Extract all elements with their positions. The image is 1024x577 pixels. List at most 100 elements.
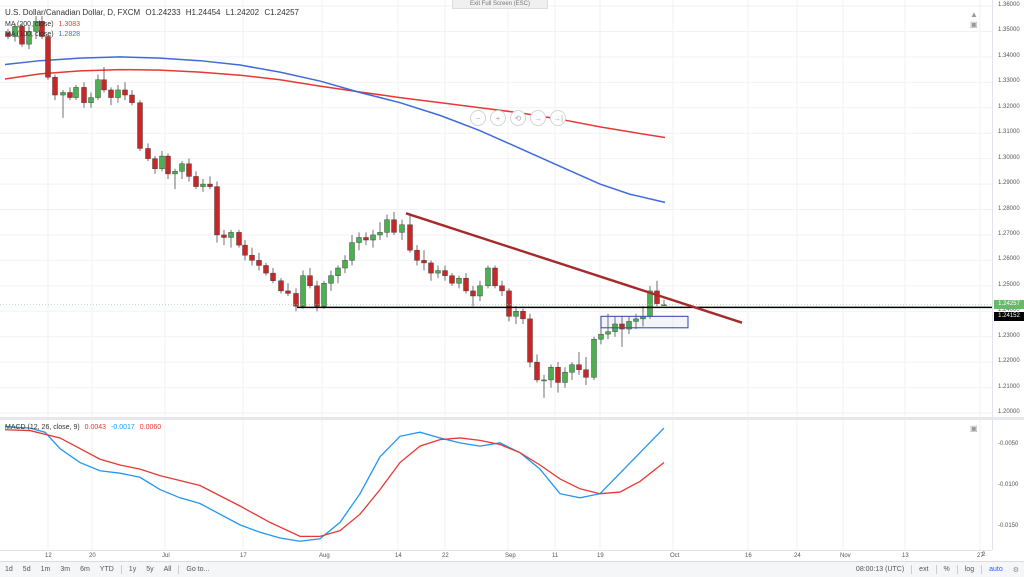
range-button[interactable]: 5y <box>146 566 154 573</box>
time-tick-label: 27 <box>977 553 984 559</box>
candle <box>541 374 547 398</box>
chart-nav-button[interactable]: ⟲ <box>510 110 526 126</box>
candle <box>399 219 405 241</box>
pane-collapse-icon[interactable]: ▲ <box>970 10 978 19</box>
time-tick-label: 17 <box>240 553 247 559</box>
candle <box>384 214 390 238</box>
range-button[interactable]: 1m <box>40 566 51 573</box>
candle-body <box>39 21 45 37</box>
macd-pane[interactable]: MACD (12, 26, close, 9) 0.0043 -0.0017 0… <box>0 420 992 550</box>
candle-body <box>321 283 327 307</box>
price-chart-pane[interactable]: U.S. Dollar/Canadian Dollar, D, FXCM O1.… <box>0 0 992 417</box>
pane-maximize-icon[interactable]: ▣ <box>970 20 978 29</box>
candle-body <box>60 92 66 96</box>
candle-body <box>236 232 242 246</box>
candle-body <box>95 79 101 98</box>
candle-body <box>179 163 185 172</box>
candle-body <box>384 219 390 233</box>
macd-axis[interactable]: -0.0050 -0.0100 -0.0150 <box>992 420 1024 550</box>
time-tick-label: 16 <box>745 553 752 559</box>
toolbar-separator <box>911 565 913 574</box>
price-axis[interactable]: 1.36000 1.35000 1.34000 1.33000 1.32000 1.310… <box>992 0 1024 417</box>
macd-tick-label: -0.0150 <box>998 522 1019 529</box>
candle <box>321 280 327 309</box>
trend-line <box>405 212 743 324</box>
range-button[interactable]: 6m <box>80 566 90 573</box>
chart-nav-button[interactable]: + <box>490 110 506 126</box>
candle <box>73 84 79 101</box>
range-button[interactable]: 5d <box>22 566 31 573</box>
macd-pane-settings-icon[interactable]: ▣ <box>970 424 978 433</box>
ma100-line <box>4 56 666 204</box>
candle-body <box>591 339 597 378</box>
candle <box>654 280 660 307</box>
candle <box>562 367 568 388</box>
chart-nav-button[interactable]: → <box>530 110 546 126</box>
macd-value: -0.0017 <box>111 424 135 431</box>
ma100-legend[interactable]: MA (100, close) 1.2828 <box>5 30 80 39</box>
candle <box>293 288 299 312</box>
exit-fullscreen-button[interactable]: Exit Full Screen (ESC) <box>452 0 548 9</box>
range-button[interactable]: YTD <box>99 566 114 573</box>
ma200-legend[interactable]: MA (200, close) 1.3083 <box>5 20 80 29</box>
candle-body <box>122 89 128 96</box>
candle <box>314 280 320 312</box>
range-button[interactable]: Go to... <box>186 566 210 573</box>
candle <box>492 265 498 289</box>
candle <box>60 89 66 118</box>
candle <box>242 240 248 261</box>
macd-signal-value: 0.0060 <box>139 424 162 431</box>
pane-divider[interactable] <box>0 417 1024 420</box>
candle <box>278 278 284 294</box>
candle-body <box>300 275 306 307</box>
range-button[interactable]: 1d <box>5 566 13 573</box>
candle-body <box>256 260 262 266</box>
candle <box>249 247 255 266</box>
macd-tick-label: -0.0050 <box>998 440 1019 447</box>
candle-body <box>165 155 171 175</box>
candle <box>5 28 11 40</box>
time-axis-end-label: 2 <box>982 552 986 558</box>
candle <box>534 354 540 383</box>
candle-body <box>506 290 512 317</box>
price-chart-svg[interactable] <box>0 0 992 417</box>
macd-chart-svg[interactable] <box>0 420 992 550</box>
candle-body <box>513 311 519 317</box>
macd-legend[interactable]: MACD (12, 26, close, 9) 0.0043 -0.0017 0… <box>5 423 161 432</box>
price-tick-label: 1.23000 <box>998 332 1020 339</box>
range-button[interactable]: All <box>163 566 172 573</box>
candle-body <box>200 183 206 187</box>
candle-body <box>421 260 427 264</box>
price-tick-label: 1.20000 <box>998 409 1020 415</box>
scale-option-button[interactable]: % <box>943 566 950 573</box>
candle <box>165 153 171 179</box>
time-axis[interactable]: 12 20 Jul 17 Aug 14 22 Sep 11 19 Oct 16 24 Nov 13 27 <box>0 550 992 562</box>
settings-gear-icon[interactable]: ⚙ <box>1012 566 1019 574</box>
symbol-title[interactable]: U.S. Dollar/Canadian Dollar, D, FXCM <box>5 8 141 17</box>
candle-body <box>370 234 376 241</box>
range-button[interactable]: 3m <box>60 566 71 573</box>
candle <box>513 306 519 324</box>
candle <box>619 316 625 347</box>
candle-body <box>214 186 220 236</box>
candle <box>370 229 376 248</box>
chart-nav-button[interactable]: →| <box>550 110 566 126</box>
candle <box>137 100 143 151</box>
chart-nav-button[interactable]: − <box>470 110 486 126</box>
clock-display[interactable]: 08:00:13 (UTC) <box>855 566 905 573</box>
range-button[interactable]: 1y <box>128 566 137 573</box>
bottom-toolbar: 1d 5d 1m 3m 6m YTD 1y 5y All Go to... 08:00:13 (U… <box>0 561 1024 577</box>
price-tick-label: 1.34000 <box>998 52 1020 59</box>
price-tick-label: 1.22000 <box>998 358 1020 365</box>
scale-option-button[interactable]: ext <box>919 566 929 573</box>
scale-option-button[interactable]: log <box>964 566 975 573</box>
scale-option-button[interactable]: auto <box>989 566 1003 573</box>
price-series <box>0 0 992 417</box>
price-tick-label: 1.31000 <box>998 129 1020 136</box>
candle <box>548 364 554 388</box>
candle-body <box>576 364 582 370</box>
candle <box>307 268 313 289</box>
time-tick-label: 19 <box>597 553 604 559</box>
candle-body <box>342 260 348 269</box>
candle <box>583 357 589 386</box>
